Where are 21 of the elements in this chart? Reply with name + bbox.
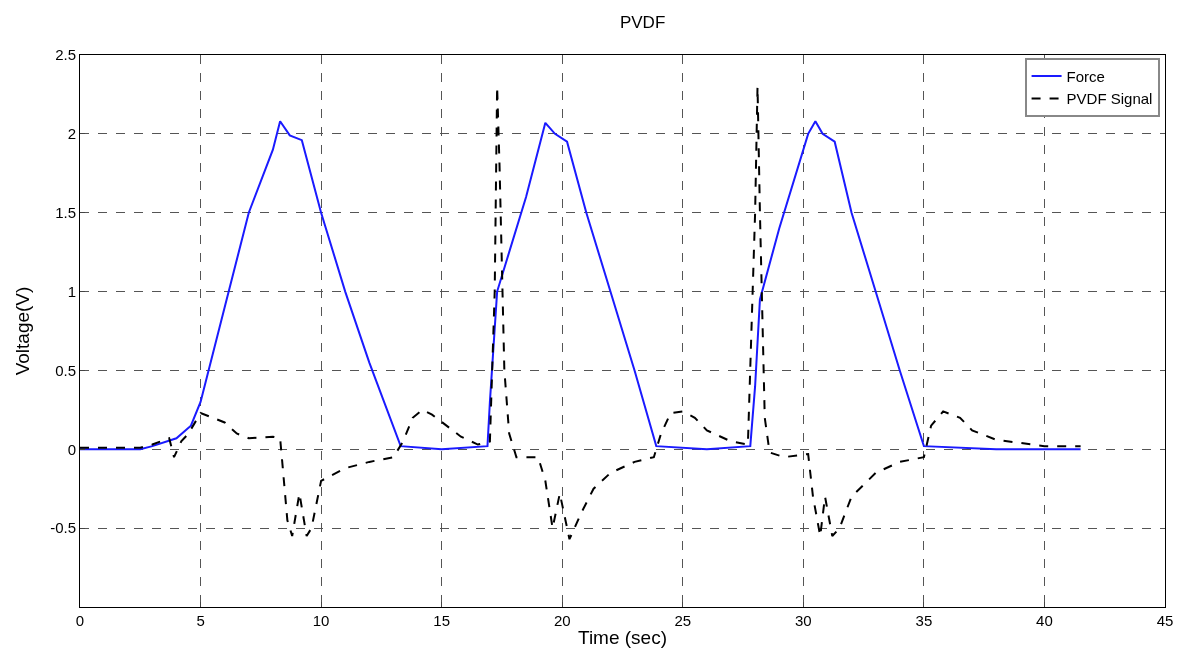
x-tick-label: 15 [433,612,451,629]
legend-label: Force [1066,67,1105,85]
chart-title: PVDF [619,13,666,33]
y-tick-label: 2.5 [55,46,76,64]
x-tick-label: 45 [1156,612,1174,629]
y-axis-title: Voltage(V) [11,286,33,376]
y-tick-label: 0.5 [55,361,76,379]
legend-label: PVDF Signal [1066,90,1153,108]
y-tick-label: 1 [67,282,76,300]
x-tick-label: 35 [915,612,933,629]
x-tick-label: 20 [553,612,571,629]
x-axis-title: Time (sec) [577,626,668,648]
x-tick-label: 10 [312,612,330,629]
y-tick-label: 2 [67,125,76,143]
y-tick-label: 0 [67,440,76,458]
x-tick-label: 5 [196,612,205,629]
y-tick-label: 1.5 [55,203,76,221]
x-tick-label: 25 [674,612,692,629]
x-tick-label: 30 [794,612,812,629]
y-tick-label: -0.5 [50,519,76,537]
x-tick-label: 40 [1036,612,1053,629]
